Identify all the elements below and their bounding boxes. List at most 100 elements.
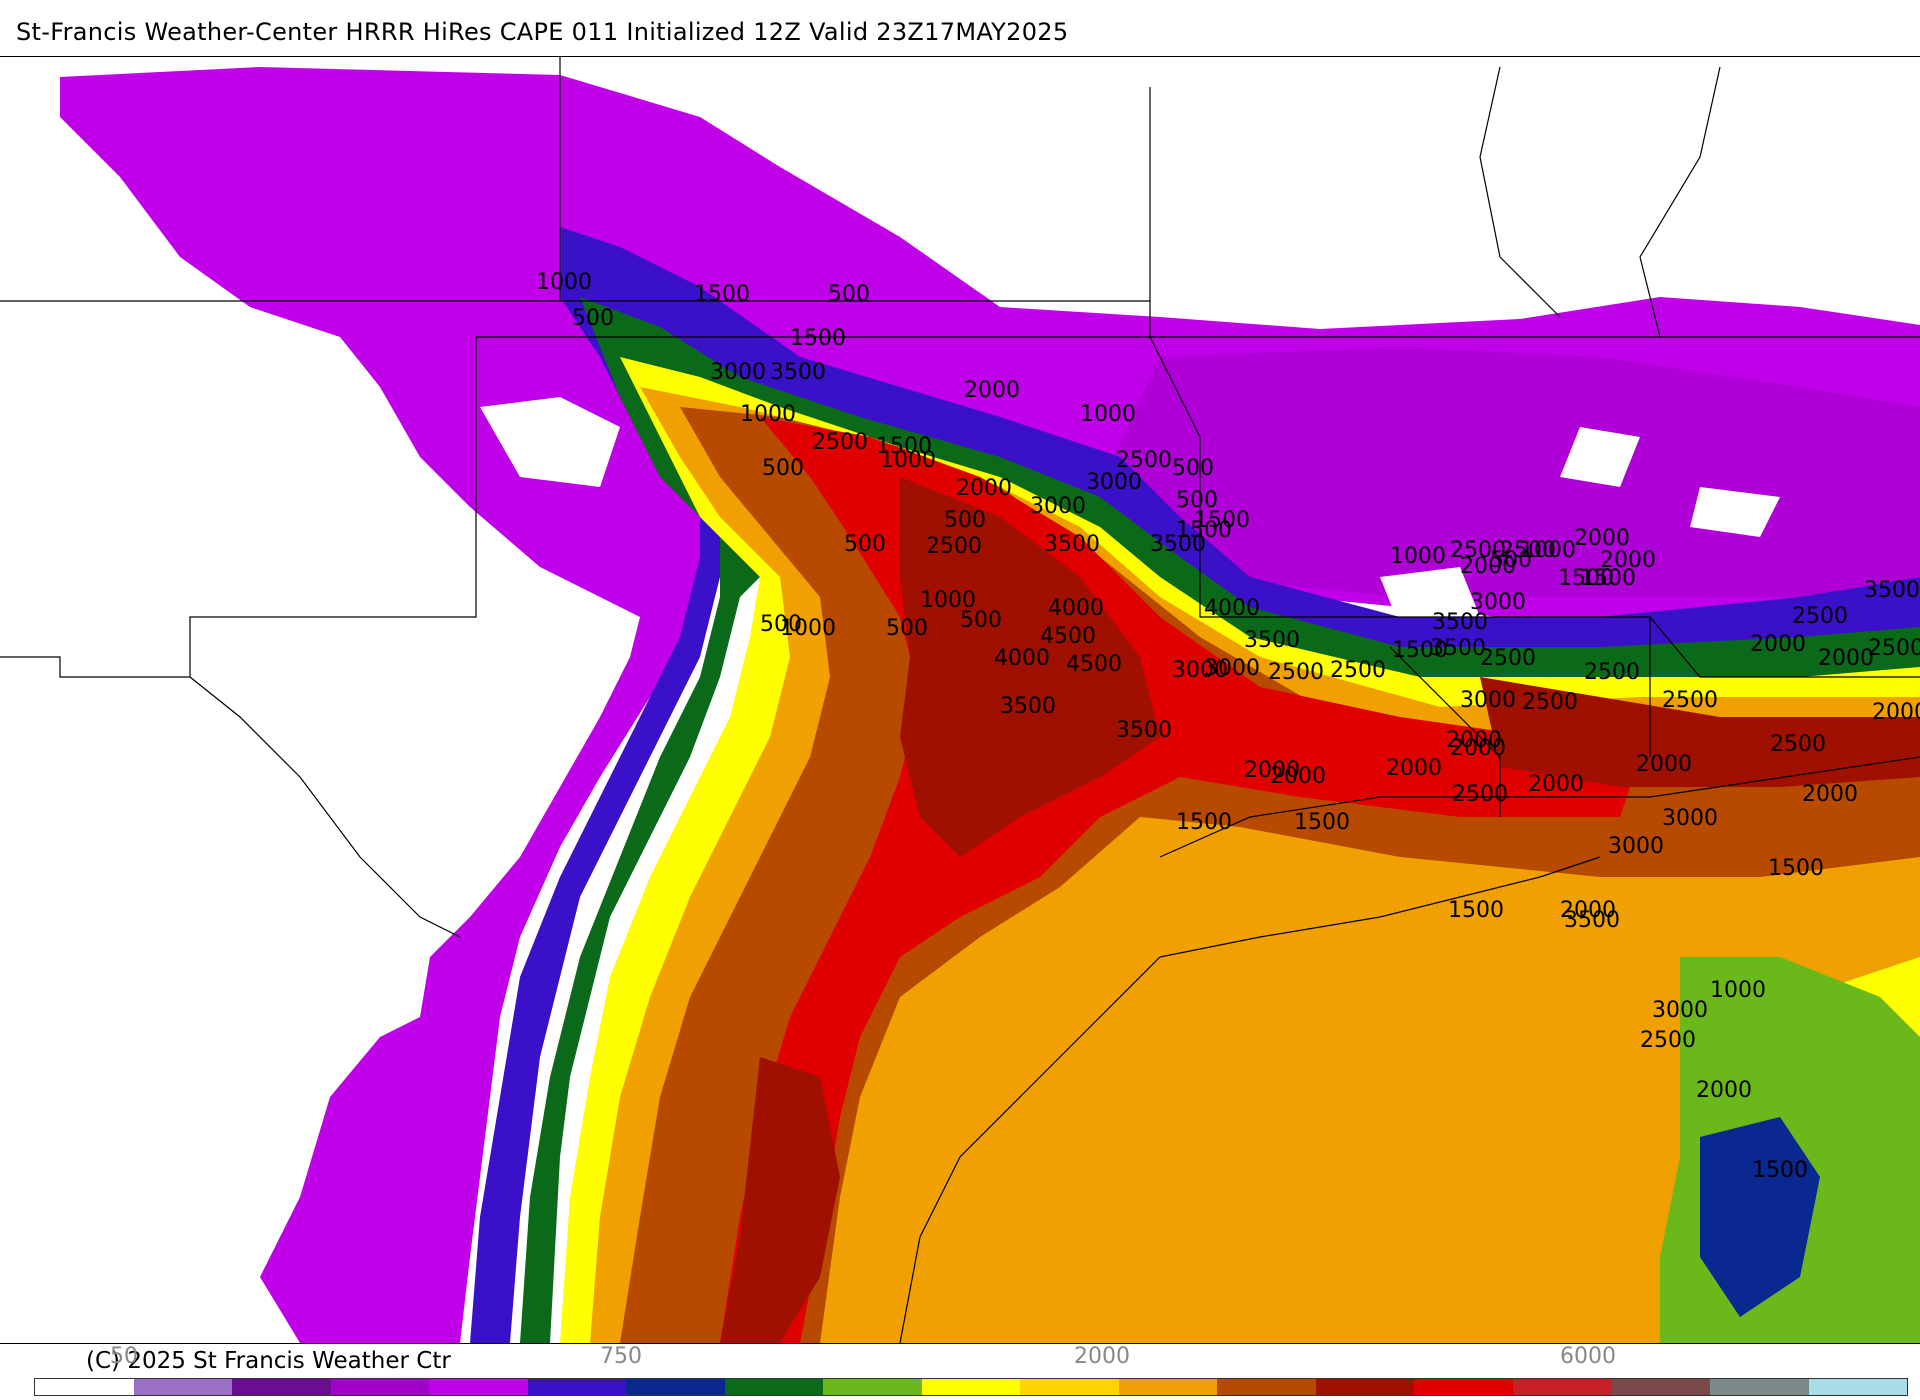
contour-label: 3500 (1564, 908, 1620, 933)
contour-label: 2000 (1528, 772, 1584, 797)
contour-label: 2000 (1460, 554, 1516, 579)
contour-label: 4500 (1066, 652, 1122, 677)
contour-label: 1000 (536, 270, 592, 295)
contour-label: 500 (828, 282, 870, 307)
contour-label: 1000 (780, 616, 836, 641)
contour-label: 2500 (1640, 1028, 1696, 1053)
colorbar-segment (1118, 1379, 1218, 1395)
contour-label: 1500 (1176, 518, 1232, 543)
contour-label: 1500 (1176, 810, 1232, 835)
colorbar-tick-label: 750 (600, 1344, 642, 1369)
low-cape-patch-4 (1690, 487, 1780, 537)
contour-label: 500 (572, 306, 614, 331)
gulf-coastline (899, 956, 1161, 1343)
contour-label: 500 (1176, 488, 1218, 513)
colorbar-segment (1414, 1379, 1513, 1395)
colorbar-segment (429, 1379, 528, 1395)
contour-label: 3000 (1652, 998, 1708, 1023)
contour-label: 1500 (1194, 508, 1250, 533)
contour-label: 500 (760, 612, 802, 637)
contour-label: 3500 (1116, 718, 1172, 743)
contour-label: 2000 (956, 476, 1012, 501)
contour-label: 3000 (1608, 834, 1664, 859)
contour-label: 500 (762, 456, 804, 481)
colorbar-segment (1315, 1379, 1415, 1395)
contour-label: 500 (1172, 456, 1214, 481)
copyright-text: (C) 2025 St Francis Weather Ctr (86, 1348, 451, 1374)
contour-label: 1000 (920, 588, 976, 613)
chart-title: St-Francis Weather-Center HRRR HiRes CAP… (16, 18, 1069, 46)
east-gulf-blue (1700, 1117, 1820, 1317)
contour-label: 1000 (1390, 544, 1446, 569)
contour-label: 2000 (1386, 756, 1442, 781)
gulf-coastline-north (1159, 856, 1601, 958)
contour-label: 2500 (1662, 688, 1718, 713)
contour-label: 1000 (1080, 402, 1136, 427)
contour-label: 500 (944, 508, 986, 533)
low-cape-patch-2 (1380, 567, 1480, 627)
contour-label: 3000 (1086, 470, 1142, 495)
colorbar-segment (1611, 1379, 1711, 1395)
contour-label: 2000 (964, 378, 1020, 403)
contour-label: 500 (844, 532, 886, 557)
colorbar-segment (527, 1379, 627, 1395)
contour-label: 1500 (694, 282, 750, 307)
colorbar-segment (133, 1379, 233, 1395)
contour-label: 1500 (876, 434, 932, 459)
colorbar-segment (1808, 1379, 1908, 1395)
contour-label: 3000 (1172, 658, 1228, 683)
contour-label: 4000 (1204, 596, 1260, 621)
colorbar-tick-label: 50 (110, 1344, 138, 1369)
contour-label: 2000 (1872, 700, 1920, 725)
contour-label: 3500 (1044, 532, 1100, 557)
contour-label: 2000 (1446, 728, 1502, 753)
contour-label: 2500 (1500, 538, 1556, 563)
low-cape-patch-1 (480, 397, 620, 487)
colorbar-segment (921, 1379, 1021, 1395)
cape-500-region-east (1100, 347, 1920, 597)
contour-label: 3000 (710, 360, 766, 385)
contour-label: 1000 (1710, 978, 1766, 1003)
contour-label: 3500 (1244, 628, 1300, 653)
contour-label: 3000 (1470, 590, 1526, 615)
contour-label: 2000 (1818, 646, 1874, 671)
contour-label: 2500 (812, 430, 868, 455)
contour-label: 3500 (1000, 694, 1056, 719)
contour-label: 2000 (1750, 632, 1806, 657)
contour-label: 2500 (926, 534, 982, 559)
contour-label: 1500 (1580, 566, 1636, 591)
contour-label: 2000 (1560, 898, 1616, 923)
contour-label: 2000 (1600, 548, 1656, 573)
contour-label: 500 (886, 616, 928, 641)
colorbar (34, 1378, 1908, 1396)
contour-label: 1000 (880, 448, 936, 473)
contour-label: 4500 (1040, 624, 1096, 649)
colorbar-tick-label: 6000 (1560, 1344, 1616, 1369)
contour-label: 2000 (1270, 764, 1326, 789)
colorbar-segment (330, 1379, 430, 1395)
contour-label: 3000 (1204, 656, 1260, 681)
contour-label: 2500 (1584, 660, 1640, 685)
contour-label: 4000 (1048, 596, 1104, 621)
contour-label: 3500 (1864, 578, 1920, 603)
contour-label: 2000 (1802, 782, 1858, 807)
contour-label: 1500 (1558, 566, 1614, 591)
contour-label: 3000 (1030, 494, 1086, 519)
contour-label: 2500 (1452, 782, 1508, 807)
contour-label: 1500 (1448, 898, 1504, 923)
contour-label: 1500 (1752, 1158, 1808, 1183)
cape-darkred-south (720, 1057, 840, 1343)
contour-label: 1500 (1768, 856, 1824, 881)
contour-label: 2000 (1450, 736, 1506, 761)
gulf-region (1080, 1017, 1760, 1343)
contour-label: 2000 (1574, 526, 1630, 551)
contour-label: 2500 (1480, 646, 1536, 671)
low-cape-patch-3 (1560, 427, 1640, 487)
cape-darkred-east (1480, 677, 1920, 787)
colorbar-segment (1512, 1379, 1612, 1395)
colorbar-segment (823, 1379, 922, 1395)
contour-label: 500 (1490, 548, 1532, 573)
colorbar-segment (626, 1379, 725, 1395)
contour-label: 1500 (790, 326, 846, 351)
